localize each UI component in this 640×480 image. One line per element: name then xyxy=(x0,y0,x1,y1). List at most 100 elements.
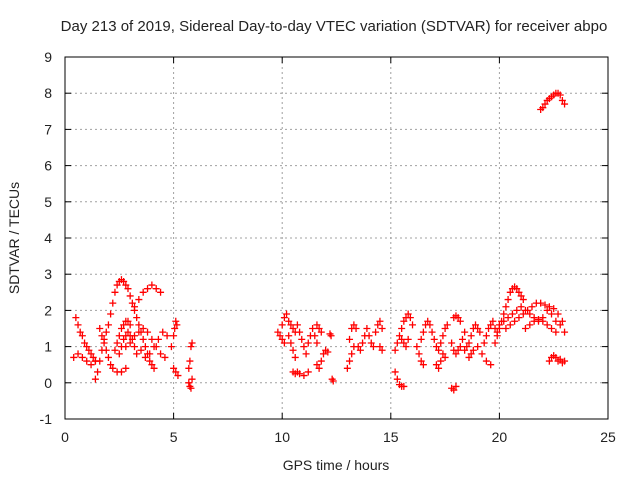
data-point xyxy=(100,339,108,347)
y-tick-label: 6 xyxy=(44,158,52,174)
data-point xyxy=(102,346,110,354)
data-point xyxy=(278,335,286,343)
data-point xyxy=(283,310,291,318)
data-point xyxy=(117,325,125,332)
data-point xyxy=(376,317,384,325)
data-point xyxy=(133,314,141,322)
data-point xyxy=(161,353,169,361)
data-point xyxy=(556,355,564,363)
data-point xyxy=(554,310,562,318)
data-point xyxy=(126,321,134,329)
data-point xyxy=(502,303,510,311)
y-tick-label: 8 xyxy=(44,85,52,101)
data-point xyxy=(285,317,293,325)
data-point xyxy=(139,335,147,343)
data-point xyxy=(141,343,149,351)
data-point xyxy=(188,375,196,383)
data-point xyxy=(280,339,288,347)
data-point xyxy=(500,310,508,318)
y-tick-label: 4 xyxy=(44,230,52,246)
data-point xyxy=(419,328,427,336)
data-point xyxy=(104,353,112,361)
data-point xyxy=(304,368,312,376)
data-point xyxy=(327,332,335,340)
data-point xyxy=(296,370,304,378)
data-point xyxy=(146,357,154,365)
x-tick-label: 20 xyxy=(492,429,508,445)
data-point xyxy=(141,353,149,361)
data-point xyxy=(400,339,408,347)
data-point xyxy=(448,339,456,347)
data-point xyxy=(428,328,436,336)
data-point xyxy=(400,382,408,390)
data-point xyxy=(128,335,136,343)
data-point xyxy=(463,343,471,351)
data-point xyxy=(78,353,86,361)
x-tick-label: 0 xyxy=(61,429,69,445)
data-point xyxy=(400,317,408,325)
data-point xyxy=(187,343,195,351)
data-point xyxy=(363,325,371,332)
data-point xyxy=(402,343,410,351)
data-point xyxy=(367,339,375,347)
data-point xyxy=(159,328,167,336)
data-point xyxy=(378,325,386,332)
data-point xyxy=(126,339,134,347)
data-point xyxy=(152,285,160,293)
data-point xyxy=(311,332,319,340)
data-point xyxy=(393,339,401,347)
data-point xyxy=(167,343,175,351)
data-point xyxy=(91,375,99,383)
data-point xyxy=(72,314,80,322)
data-point xyxy=(163,332,171,340)
data-point xyxy=(81,339,89,347)
data-point xyxy=(439,350,447,358)
data-point xyxy=(437,357,445,365)
data-point xyxy=(139,288,147,296)
data-point xyxy=(171,325,179,332)
data-point xyxy=(395,332,403,340)
y-tick-label: 2 xyxy=(44,302,52,318)
data-point xyxy=(285,332,293,340)
y-tick-label: 1 xyxy=(44,339,52,355)
data-point xyxy=(539,317,547,325)
data-point xyxy=(365,332,373,340)
data-point xyxy=(111,288,119,296)
data-point xyxy=(148,281,156,289)
data-point xyxy=(545,303,553,311)
ticks xyxy=(64,56,609,420)
data-point xyxy=(548,325,556,332)
data-point xyxy=(372,328,380,336)
data-point xyxy=(487,321,495,329)
tick-labels: 0 5 10 15 20 25 -1 0 1 2 3 4 5 6 7 8 9 xyxy=(40,49,616,445)
data-point xyxy=(515,314,523,322)
data-point xyxy=(74,350,82,358)
data-point xyxy=(96,357,104,365)
data-point xyxy=(489,317,497,325)
data-point xyxy=(124,317,132,325)
data-point xyxy=(519,310,527,318)
data-point xyxy=(539,104,547,112)
data-point xyxy=(313,361,321,369)
data-point xyxy=(133,350,141,358)
data-point xyxy=(526,321,534,329)
data-point xyxy=(172,317,180,325)
data-point xyxy=(456,343,464,351)
data-point xyxy=(170,332,178,340)
data-point xyxy=(467,332,475,340)
data-point xyxy=(378,346,386,354)
data-point xyxy=(313,321,321,329)
data-point xyxy=(437,339,445,347)
data-point xyxy=(302,350,310,358)
data-point xyxy=(504,314,512,322)
data-point xyxy=(170,364,178,372)
data-point xyxy=(346,335,354,343)
data-point xyxy=(454,346,462,354)
data-point xyxy=(346,357,354,365)
data-point xyxy=(493,332,501,340)
data-point xyxy=(120,335,128,343)
data-point xyxy=(128,299,136,307)
data-point xyxy=(511,317,519,325)
data-point xyxy=(456,317,464,325)
